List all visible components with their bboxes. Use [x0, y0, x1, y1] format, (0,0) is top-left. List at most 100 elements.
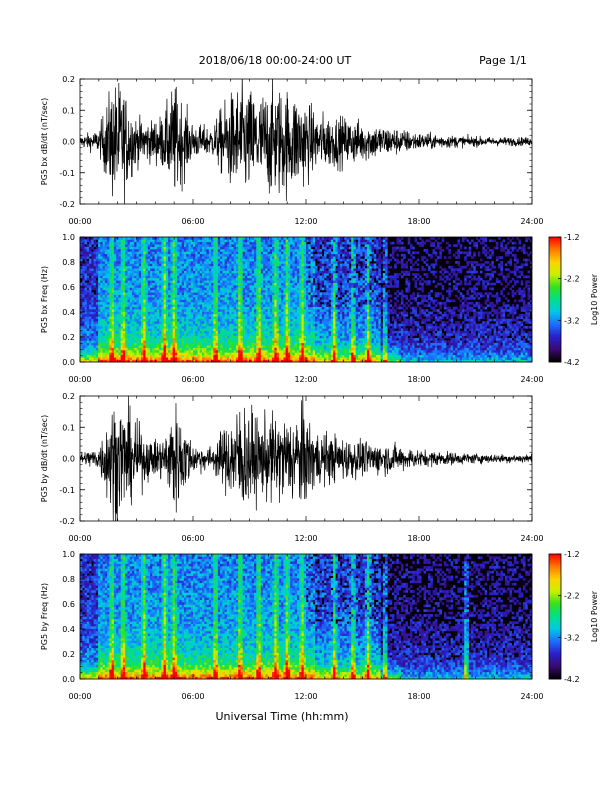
spectrogram-cell [105, 316, 108, 319]
spectrogram-cell [211, 290, 214, 293]
spectrogram-cell [143, 280, 146, 283]
spectrogram-cell [290, 319, 293, 322]
spectrogram-cell [98, 239, 101, 242]
spectrogram-cell [109, 292, 112, 295]
spectrogram-cell [222, 261, 225, 264]
spectrogram-cell [207, 316, 210, 319]
spectrogram-cell [288, 309, 291, 312]
spectrogram-cell [177, 283, 180, 286]
spectrogram-cell [127, 348, 130, 351]
spectrogram-cell [231, 314, 234, 317]
spectrogram-cell [211, 331, 214, 334]
spectrogram-cell [96, 295, 99, 298]
spectrogram-cell [127, 357, 130, 360]
spectrogram-cell [137, 331, 140, 334]
spectrogram-cell [290, 280, 293, 283]
spectrogram-cell [132, 338, 135, 341]
spectrogram-cell [109, 316, 112, 319]
spectrogram-cell [261, 326, 264, 329]
spectrogram-cell [112, 312, 115, 315]
spectrogram-cell [132, 251, 135, 254]
spectrogram-cell [188, 283, 191, 286]
spectrogram-cell [245, 261, 248, 264]
spectrogram-cell [191, 324, 194, 327]
spectrogram-cell [198, 316, 201, 319]
spectrogram-cell [155, 309, 158, 312]
spectrogram-cell [283, 324, 286, 327]
spectrogram-cell [191, 336, 194, 339]
spectrogram-cell [268, 352, 271, 355]
spectrogram-cell [270, 357, 273, 360]
spectrogram-cell [96, 345, 99, 348]
spectrogram-cell [238, 249, 241, 252]
spectrogram-cell [193, 343, 196, 346]
spectrogram-cell [288, 261, 291, 264]
spectrogram-cell [272, 254, 275, 257]
spectrogram-cell [281, 266, 284, 269]
spectrogram-cell [243, 292, 246, 295]
spectrogram-cell [274, 237, 277, 240]
spectrogram-cell [259, 249, 262, 252]
spectrogram-cell [137, 275, 140, 278]
spectrogram-cell [270, 304, 273, 307]
spectrogram-cell [274, 244, 277, 247]
spectrogram-cell [247, 352, 250, 355]
spectrogram-cell [245, 348, 248, 351]
spectrogram-cell [234, 239, 237, 242]
spectrogram-cell [288, 275, 291, 278]
spectrogram-cell [177, 343, 180, 346]
spectrogram-cell [130, 244, 133, 247]
spectrogram-cell [277, 271, 280, 274]
spectrogram-cell [211, 300, 214, 303]
spectrogram-cell [202, 268, 205, 271]
spectrogram-cell [130, 336, 133, 339]
spectrogram-cell [94, 249, 97, 252]
spectrogram-cell [157, 297, 160, 300]
spectrogram-cell [109, 247, 112, 250]
spectrogram-cell [188, 261, 191, 264]
spectrogram-cell [272, 348, 275, 351]
spectrogram-cell [236, 302, 239, 305]
spectrogram-cell [229, 316, 232, 319]
spectrogram-cell [96, 326, 99, 329]
spectrogram-cell [87, 244, 90, 247]
spectrogram-cell [118, 287, 121, 290]
spectrogram-cell [82, 268, 85, 271]
spectrogram-cell [225, 287, 228, 290]
spectrogram-cell [256, 285, 259, 288]
spectrogram-cell [184, 355, 187, 358]
spectrogram-cell [277, 316, 280, 319]
spectrogram-cell [229, 355, 232, 358]
spectrogram-cell [247, 340, 250, 343]
spectrogram-cell [229, 357, 232, 360]
spectrogram-cell [225, 278, 228, 281]
spectrogram-cell [105, 336, 108, 339]
spectrogram-cell [222, 343, 225, 346]
spectrogram-cell [198, 244, 201, 247]
spectrogram-cell [279, 273, 282, 276]
spectrogram-cell [277, 239, 280, 242]
spectrogram-cell [121, 328, 124, 331]
spectrogram-cell [184, 324, 187, 327]
spectrogram-cell [109, 340, 112, 343]
spectrogram-cell [100, 348, 103, 351]
spectrogram-cell [89, 350, 92, 353]
spectrogram-cell [292, 357, 295, 360]
spectrogram-cell [213, 271, 216, 274]
spectrogram-cell [216, 247, 219, 250]
spectrogram-cell [240, 331, 243, 334]
spectrogram-cell [159, 350, 162, 353]
spectrogram-cell [225, 244, 228, 247]
spectrogram-cell [112, 316, 115, 319]
spectrogram-cell [283, 247, 286, 250]
spectrogram-cell [132, 273, 135, 276]
spectrogram-cell [243, 287, 246, 290]
spectrogram-cell [141, 324, 144, 327]
spectrogram-cell [139, 261, 142, 264]
spectrogram-cell [234, 266, 237, 269]
spectrogram-cell [85, 259, 88, 262]
spectrogram-cell [218, 357, 221, 360]
spectrogram-cell [186, 263, 189, 266]
spectrogram-cell [103, 283, 106, 286]
spectrogram-cell [252, 340, 255, 343]
